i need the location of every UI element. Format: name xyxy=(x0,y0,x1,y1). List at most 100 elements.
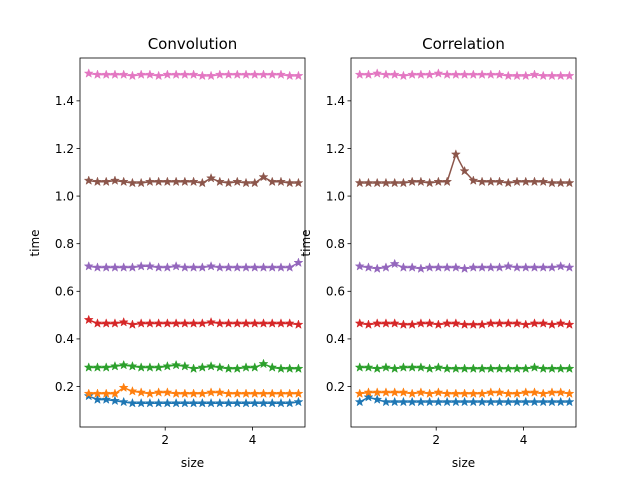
data-point xyxy=(214,69,225,79)
data-point xyxy=(109,360,121,371)
data-point xyxy=(144,318,155,328)
data-point xyxy=(293,363,304,373)
data-point xyxy=(153,397,164,408)
data-point xyxy=(179,397,190,408)
data-point xyxy=(109,175,121,185)
data-point xyxy=(214,387,225,397)
data-point xyxy=(92,394,103,404)
data-point xyxy=(249,388,260,398)
y-tick-label: 0.6 xyxy=(326,285,345,299)
data-point xyxy=(407,319,418,329)
data-point xyxy=(494,176,505,187)
data-point xyxy=(179,388,190,398)
x-tick-label: 4 xyxy=(249,433,257,447)
data-point xyxy=(284,262,295,272)
data-point xyxy=(118,396,129,407)
data-point xyxy=(92,362,103,372)
data-point xyxy=(267,262,278,272)
data-point xyxy=(459,165,470,176)
data-point xyxy=(398,396,409,407)
data-point xyxy=(511,262,523,272)
data-point xyxy=(415,263,426,274)
data-point xyxy=(389,363,400,373)
data-point xyxy=(476,262,488,272)
data-point xyxy=(459,263,470,274)
subplot-correlation: Correlation size time 0.2 0.4 0.6 0.8 1.… xyxy=(299,35,577,470)
data-point xyxy=(144,397,155,408)
data-point xyxy=(424,396,435,407)
data-point xyxy=(249,69,260,79)
data-point xyxy=(442,262,453,272)
data-point xyxy=(529,318,540,328)
data-point xyxy=(162,360,173,371)
data-point xyxy=(144,388,155,398)
data-point xyxy=(232,397,243,408)
data-point xyxy=(372,177,383,188)
series-5 xyxy=(354,258,575,274)
data-point xyxy=(415,362,426,372)
data-point xyxy=(258,358,269,369)
y-axis-label: time xyxy=(28,229,42,256)
data-point xyxy=(407,69,418,79)
data-point xyxy=(538,318,549,328)
data-point xyxy=(468,363,479,373)
data-point xyxy=(136,69,147,79)
data-point xyxy=(179,69,190,79)
data-point xyxy=(136,387,147,397)
data-point xyxy=(380,177,392,188)
data-point xyxy=(372,363,383,373)
data-point xyxy=(511,318,523,328)
y-tick-label: 1.0 xyxy=(55,189,74,203)
axes-frame xyxy=(79,57,306,428)
data-point xyxy=(144,69,155,79)
data-point xyxy=(275,363,287,373)
data-point xyxy=(92,69,103,79)
data-point xyxy=(205,260,217,271)
data-point xyxy=(223,397,234,408)
data-point xyxy=(485,176,496,187)
data-point xyxy=(171,388,182,398)
data-point xyxy=(363,362,374,372)
data-point xyxy=(293,319,304,329)
data-point xyxy=(520,319,531,329)
data-point xyxy=(503,363,514,373)
data-point xyxy=(240,318,252,328)
data-point xyxy=(118,359,129,370)
data-point xyxy=(529,69,540,79)
series-5 xyxy=(83,257,304,272)
data-point xyxy=(520,396,531,407)
data-point xyxy=(476,319,488,329)
data-point xyxy=(380,262,392,272)
data-point xyxy=(284,318,295,328)
data-point xyxy=(485,69,496,79)
data-point xyxy=(555,260,566,271)
data-point xyxy=(223,177,234,188)
data-point xyxy=(284,70,295,81)
data-point xyxy=(267,397,278,408)
data-point xyxy=(485,396,496,407)
data-point xyxy=(494,69,505,79)
data-point xyxy=(363,262,374,272)
data-point xyxy=(555,318,566,328)
data-point xyxy=(407,388,418,398)
data-point xyxy=(372,387,383,397)
data-point xyxy=(136,362,147,372)
data-point xyxy=(179,176,190,187)
data-point xyxy=(564,262,575,272)
chart-title: Convolution xyxy=(148,35,238,53)
data-point xyxy=(372,263,383,274)
data-point xyxy=(223,69,234,79)
data-point xyxy=(363,387,374,397)
data-point xyxy=(258,171,269,182)
data-point xyxy=(450,318,461,328)
data-point xyxy=(232,262,243,272)
data-point xyxy=(529,362,540,372)
data-point xyxy=(415,176,426,187)
data-point xyxy=(162,397,173,408)
data-point xyxy=(258,397,269,408)
data-point xyxy=(407,362,418,372)
data-point xyxy=(118,316,129,327)
data-point xyxy=(232,318,243,328)
data-point xyxy=(529,387,540,397)
data-point xyxy=(398,70,409,81)
